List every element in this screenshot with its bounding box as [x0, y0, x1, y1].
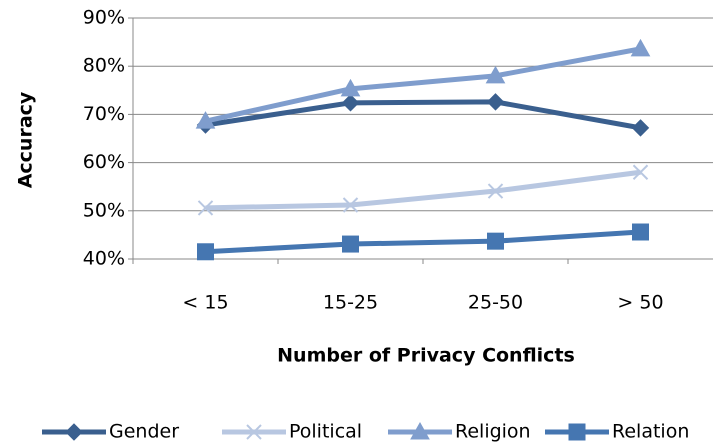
y-tick-label: 50%	[83, 199, 125, 221]
x-tick-label: 15-25	[323, 292, 378, 314]
y-tick-label: 40%	[83, 248, 125, 270]
x-tick-label: < 15	[182, 292, 228, 314]
marker	[630, 38, 651, 57]
marker	[632, 223, 649, 241]
x-tick-label: 25-50	[468, 292, 523, 314]
marker	[631, 119, 650, 137]
series-line	[204, 46, 641, 124]
marker	[195, 111, 216, 129]
marker	[341, 94, 360, 112]
series-line	[205, 99, 641, 131]
legend-label: Political	[289, 421, 362, 443]
y-tick-label: 90%	[83, 7, 125, 29]
x-tick-label: > 50	[617, 292, 663, 314]
marker	[487, 232, 504, 250]
series-line	[205, 169, 641, 211]
y-axis-label: Accuracy	[15, 91, 37, 188]
x-axis-label: Number of Privacy Conflicts	[277, 345, 575, 367]
legend-label: Gender	[109, 421, 179, 443]
marker	[340, 78, 361, 97]
marker	[197, 243, 214, 261]
marker	[342, 235, 359, 253]
marker	[486, 93, 505, 111]
marker	[342, 197, 359, 213]
y-tick-label: 80%	[83, 55, 125, 77]
marker	[197, 200, 214, 216]
marker	[246, 424, 262, 440]
marker	[485, 65, 506, 84]
marker	[632, 164, 649, 180]
legend-label: Religion	[455, 421, 531, 443]
marker	[568, 423, 586, 441]
marker	[65, 423, 83, 441]
y-tick-label: 70%	[83, 103, 125, 125]
series-line	[205, 229, 641, 255]
y-tick-label: 60%	[83, 151, 125, 173]
marker	[410, 421, 430, 440]
marker	[487, 183, 504, 199]
legend-label: Relation	[612, 421, 689, 443]
